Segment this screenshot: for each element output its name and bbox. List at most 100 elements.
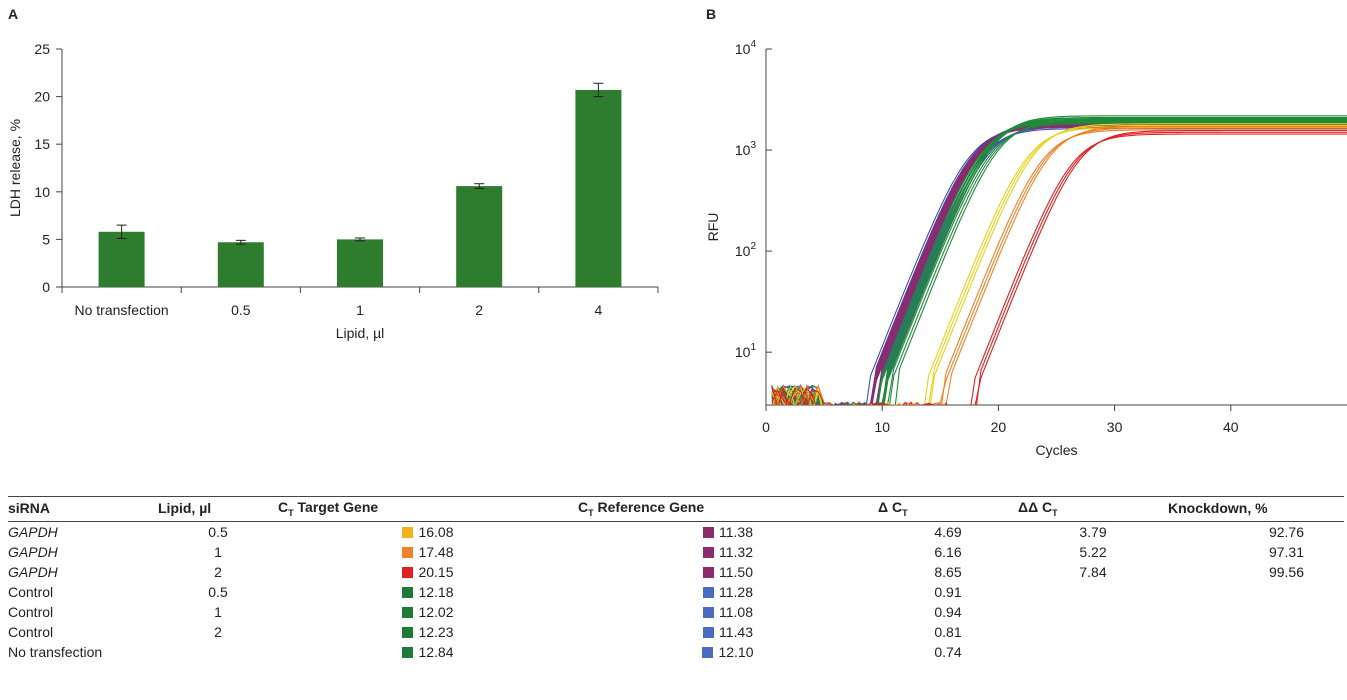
amplification-curve [771,127,1347,405]
amplification-curve [782,118,1347,405]
cell-sirna: Control [8,604,54,620]
amplification-curve [788,120,1347,405]
amplification-curve [784,121,1347,405]
x-tick-label: 20 [991,419,1007,435]
bar [575,89,622,287]
color-swatch [703,567,714,578]
cell-knockdown: 99.56 [1268,564,1304,580]
color-swatch [703,587,714,598]
amplification-curve [771,129,1347,405]
cell-ct-reference: 11.43 [578,622,878,642]
amplification-curve [772,126,1347,405]
amplification-curve [771,121,1347,405]
color-swatch [402,647,414,658]
y-tick-label: 101 [735,342,757,360]
color-swatch [703,527,714,538]
amplification-curve [771,120,1347,405]
amplification-curve [771,125,1347,405]
col-delta-ct: Δ CT [878,496,1018,522]
cell-ct-target: 16.08 [278,522,578,543]
color-swatch [703,607,714,618]
col-sirna: siRNA [8,496,158,522]
cell-ct-target: 12.18 [278,582,578,602]
cell-knockdown [1168,642,1344,662]
table-row: GAPDH 1 17.48 11.32 6.16 5.22 97.31 [8,542,1344,562]
amplification-curve [771,117,1347,405]
col-knockdown: Knockdown, % [1168,496,1344,522]
x-tick-label: 0.5 [231,302,251,318]
y-axis-title: RFU [705,213,721,242]
x-axis-title: Cycles [1035,442,1077,458]
cell-lipid: 0.5 [208,584,228,600]
cell-delta-delta-ct [1018,622,1168,642]
x-tick-label: 2 [475,302,483,318]
cell-delta-ct: 0.81 [934,624,962,640]
cell-delta-delta-ct [1018,582,1168,602]
cell-ct-target: 12.23 [278,622,578,642]
y-tick-label: 10 [34,184,50,200]
amplification-curve [773,123,1347,405]
cell-ct-target: 17.48 [278,542,578,562]
cell-ct-reference: 11.38 [578,522,878,543]
amplification-curve [777,118,1347,405]
cell-ct-reference: 11.50 [578,562,878,582]
y-tick-label: 103 [735,140,757,158]
cell-delta-delta-ct: 5.22 [1079,544,1107,560]
cell-ct-target: 12.84 [278,642,578,662]
amplification-curve [771,122,1347,405]
panel-label-b: B [706,6,717,22]
cell-delta-delta-ct: 3.79 [1079,524,1107,540]
amplification-curve [771,124,1347,405]
y-tick-label: 5 [42,231,50,247]
x-tick-label: 0 [762,419,770,435]
results-table: siRNA Lipid, µl CT Target Gene CT Refere… [8,496,1344,662]
col-delta-delta-ct: ΔΔ CT [1018,496,1168,522]
col-ct-target: CT Target Gene [278,496,578,522]
cell-lipid: 1 [214,544,222,560]
amplification-curve [781,126,1347,405]
cell-lipid [158,642,278,662]
cell-ct-reference: 11.32 [578,542,878,562]
color-swatch [702,647,714,658]
x-tick-label: 10 [874,419,890,435]
amplification-curve [775,125,1347,405]
amplification-curve [771,123,1347,405]
cell-knockdown [1168,582,1344,602]
color-swatch [402,587,414,598]
col-ct-reference: CT Reference Gene [578,496,878,522]
cell-knockdown: 92.76 [1268,524,1304,540]
cell-ct-reference: 11.08 [578,602,878,622]
table-row: No transfection 12.84 12.10 0.74 [8,642,1344,662]
cell-knockdown [1168,602,1344,622]
col-lipid: Lipid, µl [158,496,278,522]
bar [456,186,503,287]
bar [98,231,145,287]
x-tick-label: 1 [356,302,364,318]
x-tick-label: 4 [595,302,603,318]
cell-delta-ct: 4.69 [934,524,962,540]
cell-sirna: Control [8,624,54,640]
color-swatch [402,567,414,578]
amplification-curve [771,124,1347,405]
amplification-curve [771,123,1347,405]
cell-delta-ct: 8.65 [934,564,962,580]
y-tick-label: 20 [34,89,50,105]
color-swatch [703,627,714,638]
amplification-curve [785,115,1347,405]
table-row: GAPDH 2 20.15 11.50 8.65 7.84 99.56 [8,562,1344,582]
cell-lipid: 1 [214,604,222,620]
cell-lipid: 0.5 [208,524,228,540]
amplification-curve [771,124,1347,405]
x-tick-label: No transfection [75,302,169,318]
amplification-curve [771,131,1347,405]
amplification-curve [773,129,1347,405]
amplification-curve [771,126,1347,405]
bar [217,242,264,287]
amplification-curve [776,123,1347,405]
amplification-curve [771,133,1347,405]
color-swatch [402,627,414,638]
amplification-curve [771,121,1347,405]
y-tick-label: 104 [735,39,757,57]
amplification-curve [780,125,1347,405]
cell-delta-delta-ct [1018,642,1168,662]
